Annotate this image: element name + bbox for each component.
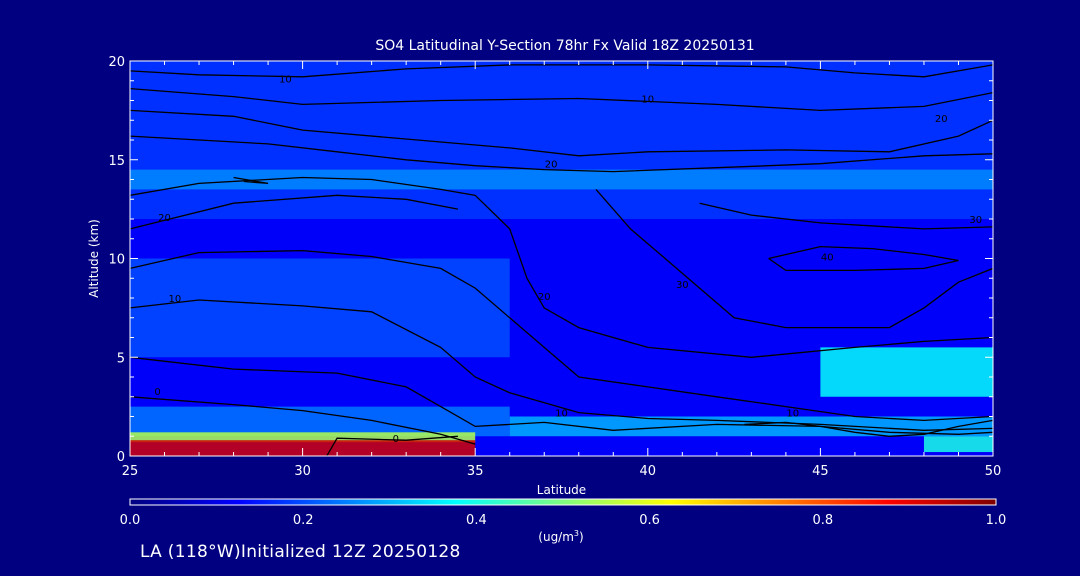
x-axis-label: Latitude (537, 483, 586, 497)
contour-label-0: 10 (279, 75, 292, 86)
y-tick-label: 10 (108, 253, 125, 268)
heatmap-region-7 (820, 347, 993, 397)
contour-label-4: 20 (538, 292, 551, 303)
heatmap-region-8 (923, 436, 993, 453)
x-tick-label: 40 (640, 464, 657, 479)
colorbar-tick-label: 0.6 (639, 513, 660, 528)
contour-line-12 (130, 396, 476, 445)
x-tick-label: 35 (467, 464, 484, 479)
contour-label-10: 10 (555, 409, 568, 420)
colorbar-tick-label: 0.0 (120, 513, 141, 528)
heatmap-fill (130, 61, 993, 456)
contour-line-8 (768, 245, 959, 272)
colorbar-tick-label: 0.8 (812, 513, 833, 528)
x-tick-label: 25 (122, 464, 139, 479)
colorbar-tick-label: 0.4 (466, 513, 487, 528)
contour-label-13: 10 (786, 409, 799, 420)
y-tick-label: 5 (117, 351, 125, 366)
contour-line-2 (130, 109, 993, 157)
chart-title: SO4 Latitudinal Y-Section 78hr Fx Valid … (375, 38, 754, 54)
heatmap-region-3 (130, 406, 510, 437)
contour-line-7 (699, 202, 993, 230)
contour-label-6: 30 (676, 280, 689, 291)
colorbar-tick-label: 0.2 (293, 513, 314, 528)
contour-label-7: 30 (969, 215, 982, 226)
contour-label-11: 0 (154, 387, 160, 398)
y-tick-label: 15 (108, 154, 125, 169)
contour-line-9 (130, 249, 993, 422)
heatmap-region-0 (130, 61, 993, 219)
colorbar-bar (129, 498, 997, 506)
x-tick-label: 45 (812, 464, 829, 479)
contour-label-2: 20 (935, 114, 948, 125)
y-tick-label: 20 (108, 55, 125, 70)
contour-label-3: 20 (545, 160, 558, 171)
contour-label-9: 10 (169, 294, 182, 305)
contour-line-11 (130, 356, 993, 435)
heatmap-region-1 (130, 169, 993, 190)
footer-caption: LA (118°W)Initialized 12Z 20250128 (140, 542, 461, 562)
contour-line-6 (595, 188, 993, 329)
contour-line-15 (233, 176, 269, 185)
colorbar-label: (ug/m3) (538, 529, 583, 544)
contour-line-5 (130, 194, 459, 230)
colorbar-tick-label: 1.0 (986, 513, 1007, 528)
x-tick-label: 30 (294, 464, 311, 479)
contour-line-13 (744, 419, 993, 437)
contour-line-10 (130, 299, 993, 431)
colorbar: 0.0 0.2 0.4 0.6 0.8 1.0 (ug/m3) (120, 498, 1007, 544)
plot-axes: 25 30 35 40 45 50 0 5 10 15 20 (108, 55, 1001, 479)
contour-line-3 (130, 135, 993, 173)
y-tick-label: 0 (117, 450, 125, 465)
heatmap-region-4 (130, 432, 476, 443)
contour-line-14 (326, 435, 458, 456)
contour-label-8: 40 (821, 252, 834, 263)
contour-line-4 (130, 176, 993, 358)
contour-label-1: 10 (641, 94, 654, 105)
y-axis-label: Altitude (km) (87, 219, 101, 298)
contour-label-5: 20 (158, 213, 171, 224)
x-tick-label: 50 (985, 464, 1002, 479)
contour-line-1 (130, 87, 993, 112)
